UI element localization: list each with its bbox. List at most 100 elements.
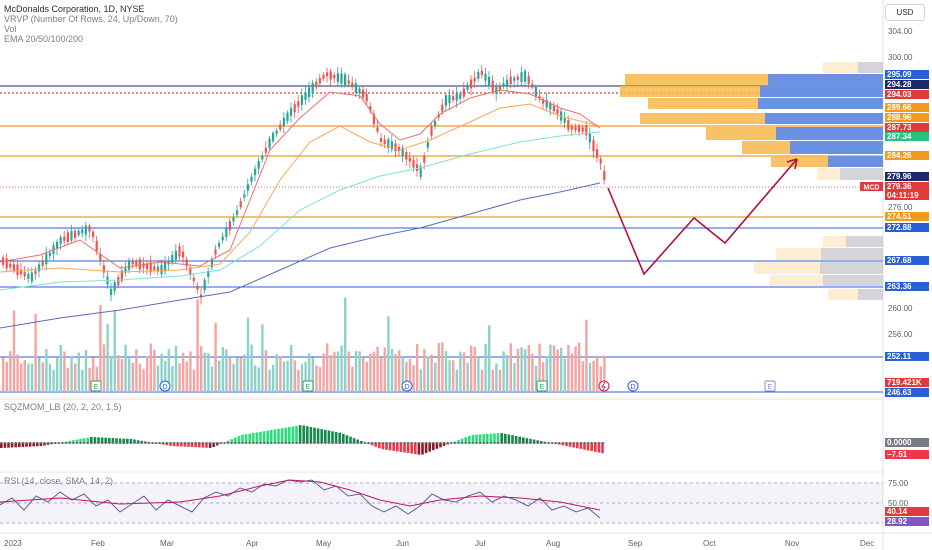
candle-body	[196, 285, 199, 290]
candle-body	[459, 93, 462, 99]
volume-bar	[437, 343, 440, 392]
sqz-bar	[72, 440, 75, 443]
volume-bar	[513, 363, 516, 392]
volume-bar	[5, 362, 8, 392]
volume-bar	[131, 362, 134, 392]
volume-bar	[167, 349, 170, 392]
candle-body	[9, 263, 12, 268]
sqzmom-legend[interactable]: SQZMOM_LB (20, 2, 20, 1.5)	[4, 402, 122, 412]
candle-body	[16, 264, 19, 276]
candle-body	[329, 71, 332, 80]
currency-button[interactable]: USD	[885, 4, 925, 21]
candle-body	[12, 264, 15, 272]
volume-bar	[56, 357, 59, 392]
candle-body	[77, 230, 80, 236]
sqz-bar	[399, 443, 403, 452]
rsi-legend[interactable]: RSI (14, close, SMA, 14, 2)	[4, 476, 114, 486]
sqz-bar	[489, 433, 493, 443]
sqz-bar	[457, 440, 460, 443]
candle-body	[48, 252, 51, 256]
candle-body	[128, 260, 131, 270]
sqz-bar	[165, 443, 169, 446]
candle-body	[182, 251, 185, 258]
ema-legend[interactable]: EMA 20/50/100/200	[4, 34, 84, 44]
candle-body	[401, 147, 404, 157]
candle-body	[498, 85, 501, 90]
candle-body	[344, 74, 347, 86]
sqz-bar	[378, 443, 381, 449]
sqz-bar	[478, 434, 482, 443]
vrvp-legend[interactable]: VRVP (Number Of Rows, 24, Up/Down, 70)	[4, 14, 178, 24]
sqz-bar	[216, 443, 219, 446]
sqz-bar	[68, 440, 71, 443]
volume-bar	[473, 346, 476, 392]
sqz-bar	[514, 435, 518, 443]
volume-bar	[484, 343, 487, 392]
sqz-bar	[590, 443, 593, 452]
volume-bar	[416, 343, 419, 392]
candle-body	[38, 264, 41, 272]
candle-body	[412, 159, 415, 168]
sqz-bar	[10, 443, 14, 448]
sqz-bar	[172, 443, 176, 447]
sqz-bar	[568, 443, 572, 447]
month-label: Sep	[628, 539, 643, 548]
sqz-bar	[342, 433, 345, 443]
candle-body	[164, 260, 167, 272]
volume-bar	[257, 367, 260, 392]
candlesticks[interactable]	[2, 65, 606, 305]
candle-body	[171, 254, 174, 263]
candle-body	[63, 236, 66, 241]
earnings-marker	[90, 380, 102, 392]
volume-bar	[516, 348, 520, 392]
candle-body	[426, 142, 429, 148]
chart-title[interactable]: McDonalds Corporation, 1D, NYSE	[4, 4, 145, 14]
candle-body	[84, 225, 87, 235]
squeeze-momentum-histogram	[0, 425, 604, 455]
price-tick: 276.00	[888, 203, 913, 212]
sqz-bar	[388, 443, 392, 451]
sqz-bar	[327, 430, 331, 443]
candle-body	[110, 288, 113, 296]
sqz-bar	[406, 443, 410, 454]
sqz-bar	[259, 431, 262, 443]
volume-bar	[293, 360, 296, 392]
volume-bar	[578, 342, 581, 392]
candle-body	[336, 73, 339, 82]
volume-bar	[45, 349, 48, 392]
sqz-bar	[302, 425, 305, 443]
volume-bar	[261, 324, 264, 392]
volume-bar	[362, 357, 365, 392]
volume-bar	[66, 367, 70, 392]
volume-bar	[506, 354, 509, 392]
sqz-bar	[460, 438, 464, 443]
sqz-bar	[338, 432, 341, 443]
sqz-bar	[352, 438, 356, 443]
price-tag: 274.51	[885, 212, 929, 221]
price-tag: 263.36	[885, 282, 929, 291]
sqz-bar	[75, 439, 79, 443]
volume-bar	[272, 364, 275, 392]
sqz-bar	[270, 430, 273, 443]
volume-bar	[135, 349, 138, 392]
volume-bar	[556, 349, 559, 392]
sqz-bar	[280, 428, 284, 443]
candle-body	[405, 151, 408, 160]
candle-body	[596, 149, 599, 158]
candle-body	[376, 127, 379, 132]
candle-body	[70, 231, 73, 241]
candle-body	[243, 194, 246, 198]
projection-path[interactable]	[607, 158, 798, 276]
candle-body	[574, 126, 577, 131]
main-pane[interactable]	[0, 0, 883, 396]
sqz-bar	[21, 443, 25, 447]
candle-body	[232, 217, 235, 222]
vol-legend[interactable]: Vol	[4, 24, 17, 34]
ema-50-line	[0, 103, 601, 273]
candle-body	[588, 133, 591, 143]
candle-body	[372, 113, 375, 125]
sqz-bar	[252, 433, 255, 443]
month-label: Nov	[785, 539, 800, 548]
